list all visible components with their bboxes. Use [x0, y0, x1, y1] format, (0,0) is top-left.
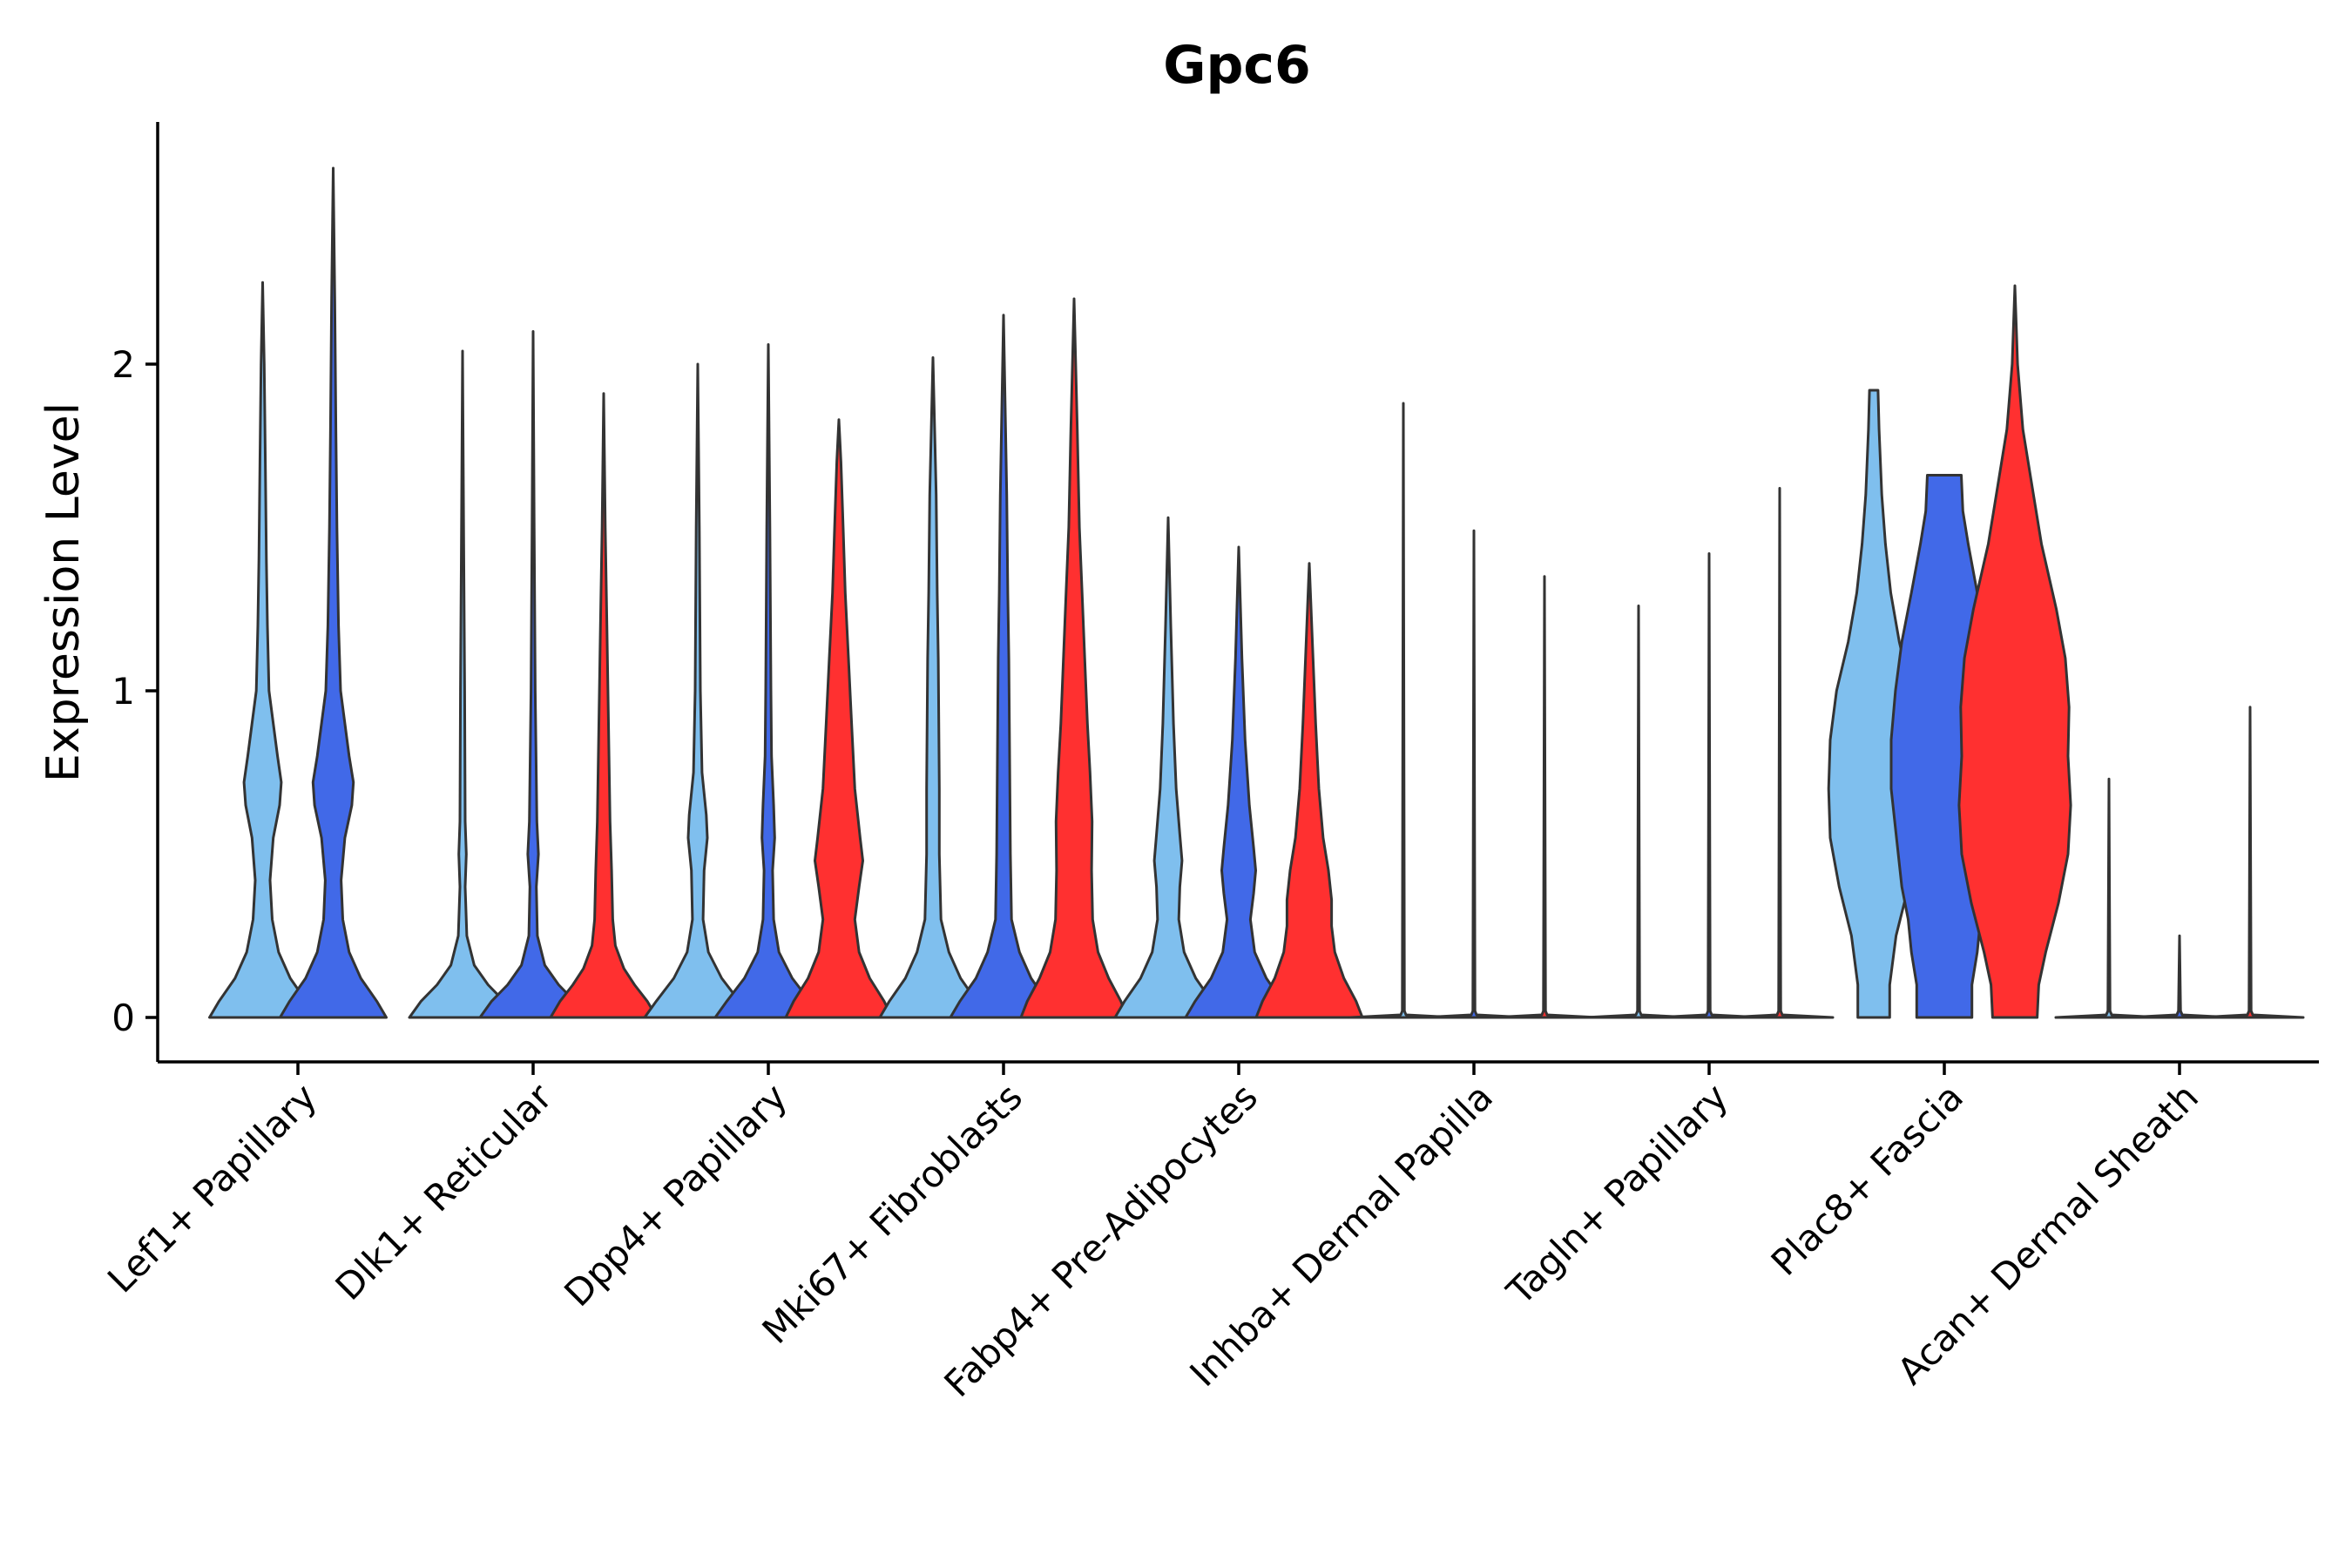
violin-1-2: [549, 392, 659, 1019]
violin-8-1: [2125, 934, 2234, 1019]
violin-2-2: [784, 418, 894, 1019]
violin-4-2: [1254, 562, 1364, 1019]
x-tick-label-2: Dpp4+ Papillary: [556, 1075, 795, 1315]
y-tick-label-0: 0: [112, 997, 135, 1039]
violin-6-0: [1584, 605, 1693, 1019]
violin-4-0: [1113, 516, 1223, 1019]
violin-2-0: [643, 362, 753, 1019]
violin-3-2: [1019, 297, 1129, 1019]
y-axis-label: Expression Level: [37, 402, 90, 782]
x-tick-label-6: Tagln+ Papillary: [1498, 1075, 1736, 1313]
violin-6-1: [1654, 552, 1764, 1019]
violin-5-2: [1490, 575, 1599, 1019]
x-tick-label-3: Mki67+ Fibroblasts: [754, 1075, 1031, 1351]
y-tick-label-2: 2: [112, 343, 135, 386]
violin-3-1: [949, 314, 1058, 1019]
violin-4-1: [1184, 545, 1294, 1019]
violin-6-2: [1725, 487, 1835, 1019]
y-tick-label-1: 1: [112, 670, 135, 713]
violin-0-0: [208, 280, 317, 1019]
violin-7-2: [1957, 284, 2072, 1019]
violins-layer: [208, 166, 2305, 1019]
x-tick-label-1: Dlk1+ Reticular: [328, 1075, 561, 1308]
violin-3-0: [878, 356, 988, 1019]
x-tick-label-0: Lef1+ Papillary: [99, 1075, 325, 1301]
x-tick-label-7: Plac8+ Fascia: [1763, 1075, 1971, 1283]
violin-1-0: [408, 349, 517, 1019]
violin-8-0: [2054, 777, 2164, 1019]
violin-5-0: [1348, 402, 1458, 1019]
violin-2-1: [713, 343, 823, 1019]
violin-8-2: [2195, 706, 2305, 1019]
violin-0-1: [279, 166, 388, 1019]
chart-title: Gpc6: [1163, 35, 1311, 96]
violin-5-1: [1419, 529, 1529, 1019]
violin-1-1: [478, 330, 588, 1019]
y-ticks: 0 1 2: [112, 343, 158, 1039]
